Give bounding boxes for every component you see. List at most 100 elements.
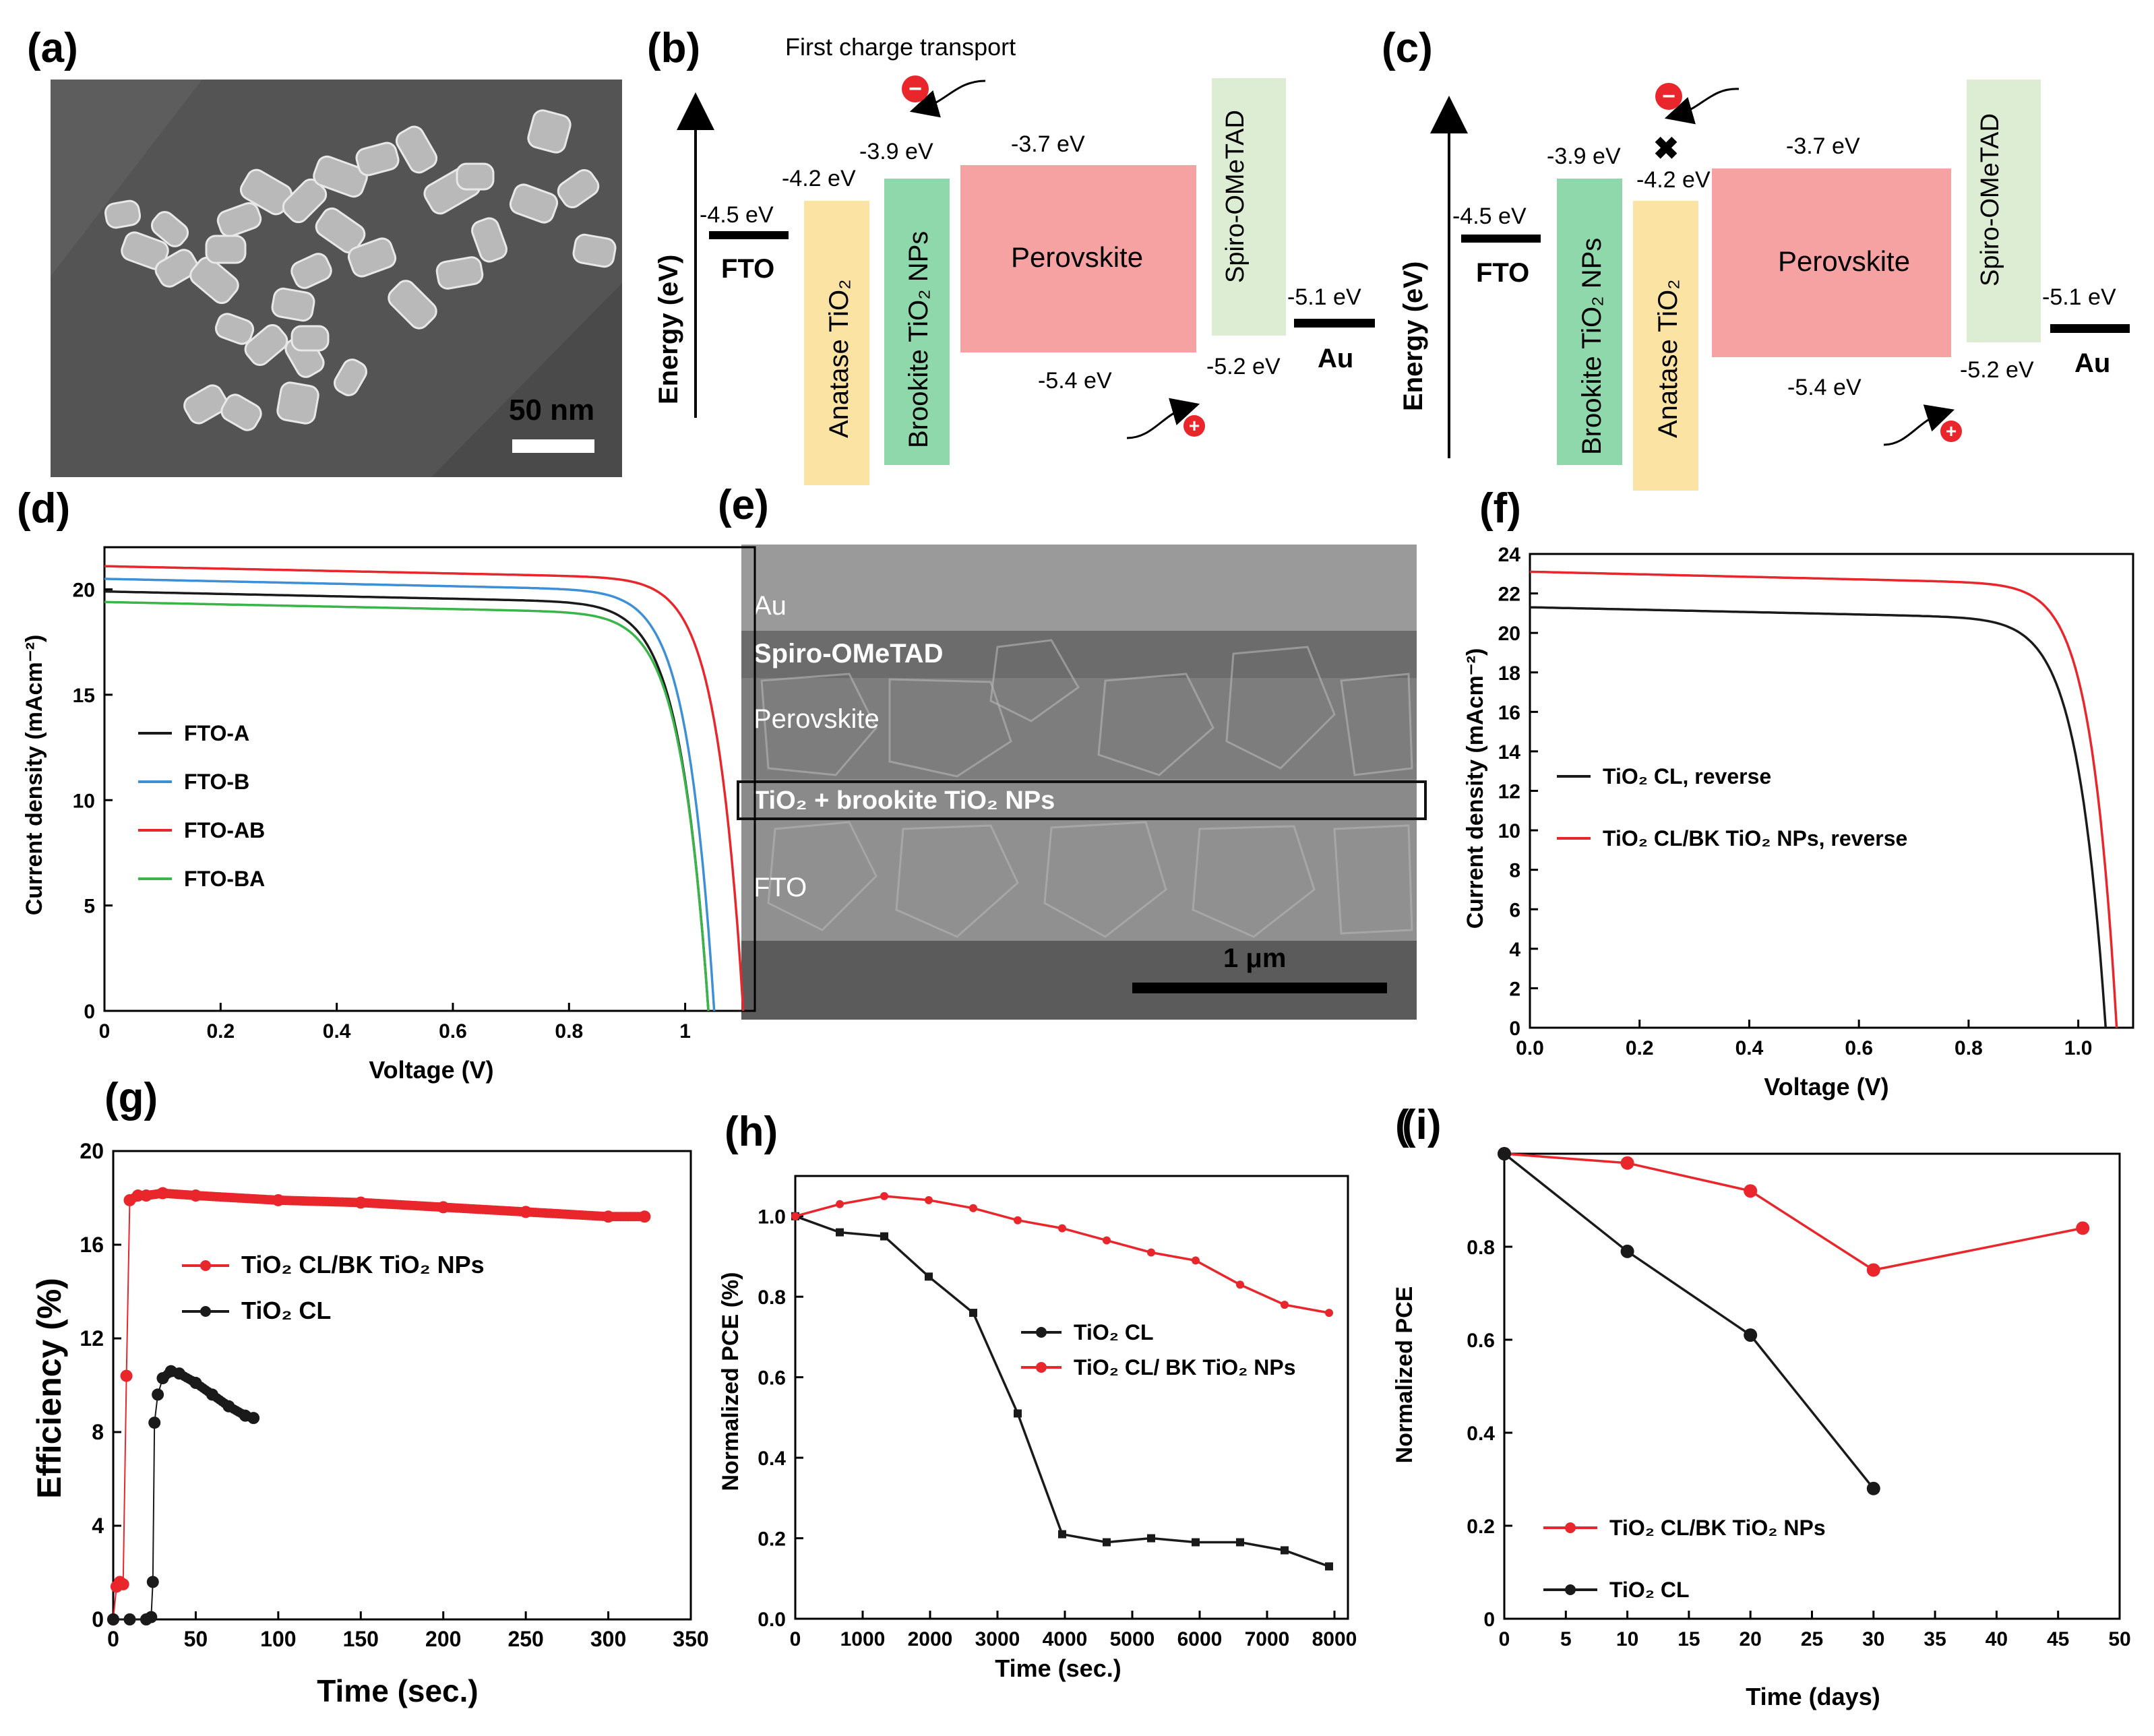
spiro-label-c: Spiro-OMeTAD [1976, 113, 2004, 286]
data-point [880, 1191, 888, 1200]
plot-frame [1503, 1152, 2121, 1620]
x-tick-label: 0.4 [323, 1020, 351, 1043]
panel-e: (e) Au Spiro-OMeTAD Perovskite TiO₂ + br… [718, 482, 1427, 1020]
x-tick-label: 35 [1924, 1628, 1946, 1650]
x-axis-label: Voltage (V) [369, 1056, 493, 1084]
data-point [969, 1309, 977, 1318]
y-tick-label: 0.4 [758, 1448, 786, 1470]
legend-label: FTO-A [184, 721, 249, 745]
legend-label: TiO₂ CL, reverse [1603, 764, 1771, 788]
legend-label: TiO₂ CL/BK TiO₂ NPs [1609, 1516, 1826, 1540]
x-tick-label: 0 [1499, 1628, 1510, 1650]
y-tick-label: 22 [1498, 584, 1520, 606]
spiro-label-b: Spiro-OMeTAD [1221, 110, 1250, 283]
data-point [925, 1272, 933, 1281]
data-point [969, 1204, 977, 1212]
series-line [104, 565, 745, 1012]
fto-level-label-c: -4.5 eV [1452, 204, 1527, 229]
x-tick-label: 0.6 [439, 1020, 467, 1043]
y-tick-label: 20 [73, 580, 95, 602]
perovskite-label-b: Perovskite [1011, 241, 1143, 273]
perovskite-top-label-b: -3.7 eV [1011, 131, 1085, 157]
perovskite-top-label-c: -3.7 eV [1786, 133, 1860, 159]
grain [1192, 825, 1316, 938]
y-tick-label: 12 [80, 1326, 104, 1351]
data-point [120, 1369, 133, 1382]
data-point [117, 1578, 129, 1590]
sem-substrate-edge-2 [431, 283, 622, 477]
y-tick-label: 0.4 [1467, 1423, 1495, 1445]
data-point [247, 1413, 257, 1423]
y-tick-label: 20 [80, 1139, 104, 1163]
series-line [795, 1215, 1330, 1568]
data-point [1281, 1546, 1289, 1555]
data-point [836, 1200, 844, 1208]
legend-marker [1565, 1522, 1576, 1533]
data-point [123, 1613, 136, 1625]
nanoparticle [572, 233, 617, 268]
legend-label: TiO₂ CL [1609, 1578, 1690, 1602]
nanoparticle [216, 202, 262, 238]
perovskite-block-c [1712, 168, 1951, 357]
y-tick-label: 8 [92, 1420, 104, 1444]
grain [989, 639, 1080, 722]
tio2-layer [741, 779, 1417, 819]
y-tick-label: 8 [1509, 860, 1520, 882]
energy-axis-label-c: Energy (eV) [1398, 261, 1428, 411]
legend-label: TiO₂ CL/BK TiO₂ NPs [241, 1251, 485, 1278]
nanoparticle [183, 384, 228, 425]
x-tick-label: 0.8 [1955, 1037, 1983, 1059]
data-point [1236, 1538, 1244, 1547]
x-tick-label: 0 [107, 1627, 119, 1651]
data-point [1620, 1244, 1634, 1258]
au-label-c: Au [2074, 348, 2110, 378]
spiro-level-label-b: -5.2 eV [1206, 354, 1281, 379]
nanoparticle [334, 359, 367, 396]
nanoparticle [290, 253, 332, 289]
data-point [1103, 1236, 1111, 1245]
anatase-label-c: Anatase TiO₂ [1653, 279, 1683, 438]
data-point [880, 1232, 888, 1241]
panel-label-g: (g) [104, 1075, 158, 1121]
data-point [638, 1212, 648, 1222]
y-axis-label: Efficiency (%) [30, 1278, 68, 1499]
data-point [1281, 1301, 1289, 1309]
x-tick-label: 0 [790, 1628, 801, 1650]
electron-sign-b: − [909, 76, 922, 102]
au-level-label-c: -5.1 eV [2042, 284, 2116, 310]
y-tick-label: 4 [1509, 939, 1520, 961]
hole-icon-c [1940, 421, 1962, 442]
spiro-layer [741, 631, 1417, 678]
y-tick-label: 20 [1498, 623, 1520, 645]
y-tick-label: 0.2 [1467, 1516, 1495, 1538]
data-point [1147, 1248, 1155, 1257]
plot-frame [794, 1175, 1349, 1620]
au-label-b: Au [1318, 344, 1353, 373]
nanoparticle [435, 256, 484, 290]
fto-label-c: FTO [1476, 258, 1529, 288]
brookite-level-label-b: -3.9 eV [859, 139, 933, 164]
layer-label-fto: FTO [753, 873, 807, 902]
data-point [1620, 1156, 1634, 1170]
data-point [836, 1228, 844, 1237]
hole-arrow-b [1126, 398, 1200, 439]
grain [1333, 824, 1413, 935]
nanoparticle [388, 280, 437, 330]
panel-label-b: (b) [647, 25, 700, 71]
layer-label-perovskite: Perovskite [753, 704, 880, 734]
nanoparticle [456, 162, 495, 191]
charge-transport-note: First charge transport [785, 33, 1016, 61]
y-tick-label: 14 [1498, 741, 1521, 764]
spiro-block-b [1212, 78, 1286, 336]
data-point [1147, 1534, 1155, 1543]
x-axis-label: Time (days) [1746, 1683, 1880, 1710]
panel-c: (c) Energy (eV) -4.5 eV FTO -3.9 eV Broo… [1382, 25, 2130, 491]
x-axis-label: Time (sec.) [317, 1673, 478, 1708]
electron-arrow-c [1664, 88, 1740, 125]
layer-label-spiro: Spiro-OMeTAD [753, 639, 943, 669]
x-tick-label: 50 [184, 1627, 208, 1651]
chart-i: 0 5 10 15 20 25 30 35 40 45 50 0 0.2 0.4 0.6 0.8 Time (d… [1392, 1147, 2131, 1710]
grain [1097, 673, 1214, 776]
data-point [148, 1417, 161, 1429]
